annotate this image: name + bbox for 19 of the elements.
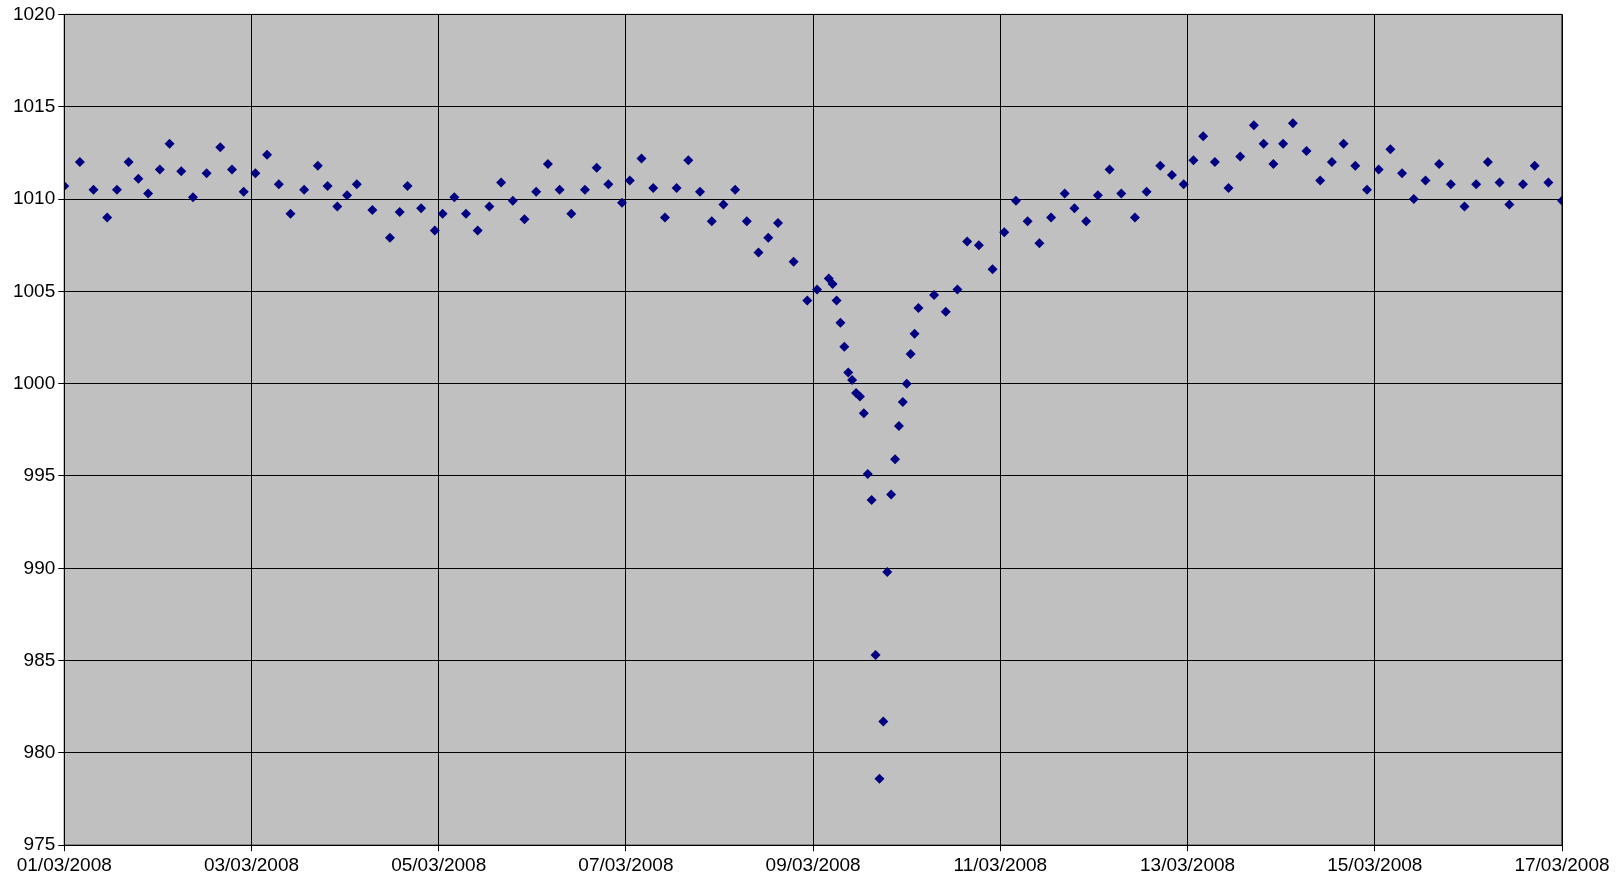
y-tick-label: 1020 [12, 2, 56, 24]
x-tick-label: 01/03/2008 [16, 853, 112, 875]
x-tick-label: 03/03/2008 [203, 853, 300, 875]
x-tick-label: 09/03/2008 [765, 853, 861, 875]
x-tick-label: 17/03/2008 [1514, 853, 1610, 875]
x-tick-label: 11/03/2008 [953, 853, 1048, 875]
y-tick-label: 1005 [12, 279, 56, 301]
x-tick-label: 07/03/2008 [578, 853, 674, 875]
x-tick-label: 15/03/2008 [1327, 853, 1423, 875]
y-tick-label: 990 [23, 556, 56, 578]
x-tick-label: 05/03/2008 [391, 853, 487, 875]
y-tick-label: 1000 [12, 371, 56, 393]
x-tick-label: 13/03/2008 [1140, 853, 1236, 875]
y-tick-label: 1015 [12, 94, 56, 116]
y-tick-label: 985 [23, 648, 56, 670]
y-tick-label: 995 [23, 464, 56, 486]
y-tick-label: 980 [23, 741, 56, 763]
y-tick-label: 975 [23, 833, 56, 855]
y-tick-label: 1010 [12, 187, 56, 209]
